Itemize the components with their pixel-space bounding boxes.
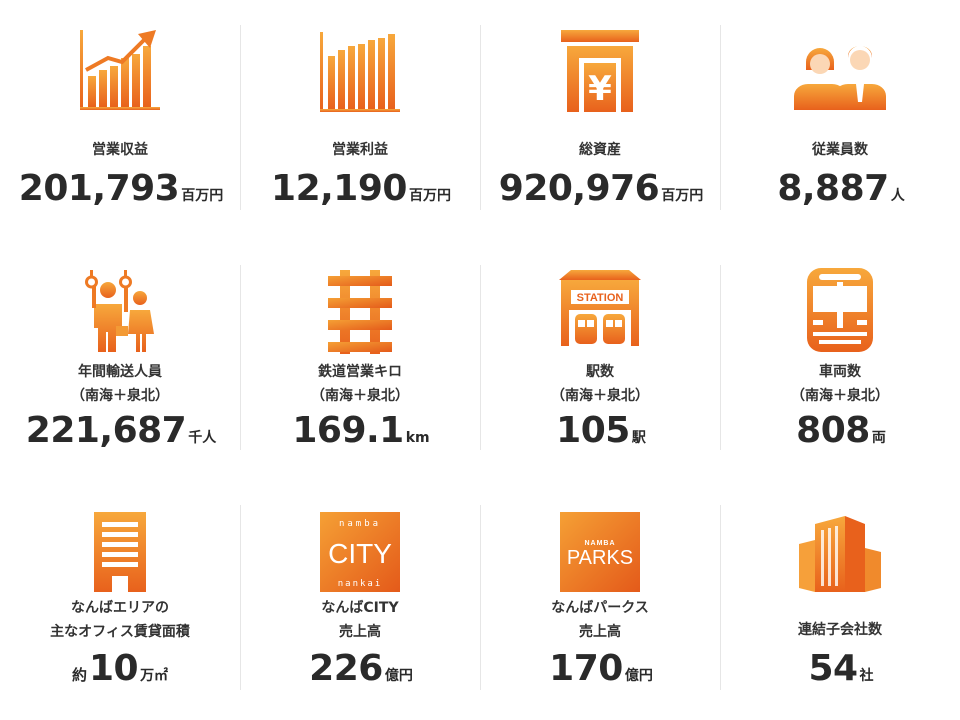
stat-value: 226 億円: [309, 648, 413, 689]
divider: [720, 265, 721, 450]
stat-label: 営業収益: [92, 142, 148, 158]
namba-city-logo-icon: namba CITY nankai: [320, 512, 400, 592]
railway-track-icon: [328, 270, 392, 354]
stat-label: 年間輸送人員 （南海＋泉北）: [71, 364, 169, 404]
stat-value: 8,887 人: [777, 168, 905, 209]
divider: [240, 505, 241, 690]
stat-stations: STATION 駅数 （南海＋泉北） 105 駅: [480, 240, 720, 480]
divider: [480, 505, 481, 690]
stat-label: 車両数 （南海＋泉北）: [791, 364, 889, 404]
namba-parks-logo-icon: NAMBA PARKS: [560, 512, 640, 592]
parks-logo-top: NAMBA: [584, 540, 615, 547]
stat-value: 105 駅: [556, 410, 646, 451]
stat-label: 従業員数: [812, 142, 868, 158]
yen-building-icon: ¥: [561, 30, 639, 112]
stat-value: 221,687 千人: [25, 410, 217, 451]
stat-label: なんばパークス 売上高: [551, 600, 649, 640]
divider: [720, 505, 721, 690]
divider: [480, 265, 481, 450]
stat-namba-parks-sales: NAMBA PARKS なんばパークス 売上高 170 億円: [480, 480, 720, 720]
stat-value: 169.1 km: [292, 410, 430, 451]
stat-label: 鉄道営業キロ （南海＋泉北）: [311, 364, 409, 404]
employees-icon: [794, 46, 886, 110]
divider: [480, 25, 481, 210]
train-front-icon: [807, 268, 873, 352]
station-icon: STATION: [559, 270, 641, 346]
city-logo-top: namba: [339, 519, 381, 529]
stat-operating-revenue: 営業収益 201,793 百万円: [0, 0, 240, 240]
stat-total-assets: ¥ 総資産 920,976 百万円: [480, 0, 720, 240]
stat-label: 連結子会社数: [798, 622, 882, 638]
stat-label: 総資産: [579, 142, 621, 158]
stat-subsidiaries: 連結子会社数 54 社: [720, 480, 960, 720]
stat-office-area: なんばエリアの 主なオフィス賃貸面積 約10 万㎡: [0, 480, 240, 720]
parks-logo-main: PARKS: [567, 547, 633, 569]
stat-label: 駅数 （南海＋泉北）: [551, 364, 649, 404]
stat-railway-km: 鉄道営業キロ （南海＋泉北） 169.1 km: [240, 240, 480, 480]
svg-text:¥: ¥: [588, 69, 612, 109]
subsidiaries-buildings-icon: [799, 516, 881, 592]
stat-value: 12,190 百万円: [271, 168, 451, 209]
stat-namba-city-sales: namba CITY nankai なんばCITY 売上高 226 億円: [240, 480, 480, 720]
stat-value: 201,793 百万円: [18, 168, 224, 209]
stat-value: 170 億円: [549, 648, 653, 689]
stat-value: 54 社: [808, 648, 874, 689]
stat-label: なんばエリアの 主なオフィス賃貸面積: [50, 600, 190, 640]
city-logo-main: CITY: [328, 538, 392, 569]
stat-value: 920,976 百万円: [498, 168, 704, 209]
stat-railcars: 車両数 （南海＋泉北） 808 両: [720, 240, 960, 480]
growth-chart-icon: [80, 30, 160, 110]
divider: [720, 25, 721, 210]
divider: [240, 265, 241, 450]
train-passengers-icon: [85, 270, 154, 352]
stat-employees: 従業員数 8,887 人: [720, 0, 960, 240]
stat-value: 約10 万㎡: [71, 648, 169, 689]
stat-label: なんばCITY 売上高: [321, 600, 399, 640]
station-sign-text: STATION: [577, 292, 624, 304]
divider: [240, 25, 241, 210]
stat-operating-profit: 営業利益 12,190 百万円: [240, 0, 480, 240]
bar-chart-icon: [320, 32, 400, 112]
stat-value: 808 両: [796, 410, 886, 451]
stat-annual-passengers: 年間輸送人員 （南海＋泉北） 221,687 千人: [0, 240, 240, 480]
office-building-icon: [94, 512, 146, 592]
stat-label: 営業利益: [332, 142, 388, 158]
city-logo-bottom: nankai: [338, 579, 383, 589]
